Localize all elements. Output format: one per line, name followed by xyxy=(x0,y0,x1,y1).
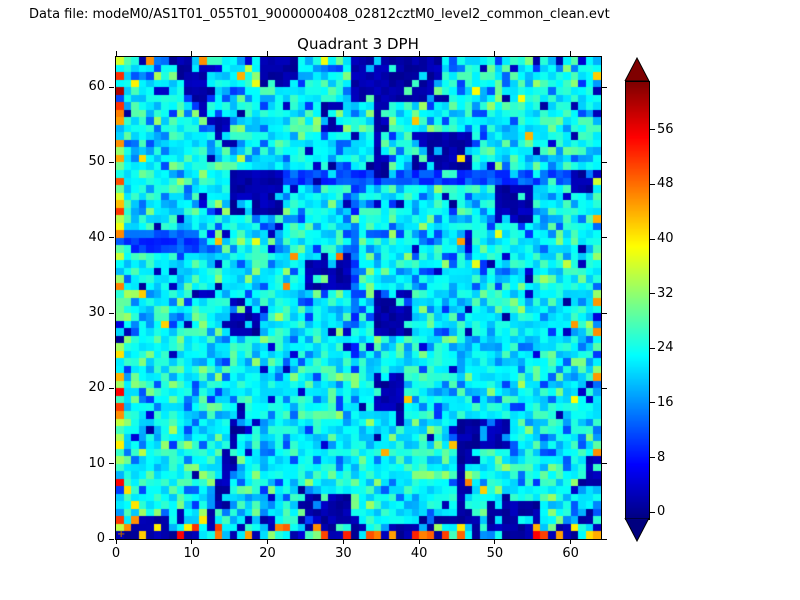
y-tick-mark xyxy=(109,161,114,163)
x-tick-label: 10 xyxy=(183,546,201,561)
colorbar-over-arrow-shape xyxy=(624,57,650,81)
x-tick-mark-top xyxy=(418,51,420,56)
colorbar-tick-mark xyxy=(650,511,655,513)
y-tick-mark xyxy=(109,538,114,540)
colorbar-tick-mark xyxy=(650,238,655,240)
y-tick-mark xyxy=(109,237,114,239)
y-tick-label: 0 xyxy=(96,531,105,546)
y-tick-mark xyxy=(109,86,114,88)
datafile-label: Data file: modeM0/AS1T01_055T01_90000004… xyxy=(29,7,610,22)
x-tick-label: 40 xyxy=(410,546,428,561)
y-tick-mark xyxy=(109,387,114,389)
origin-marker: + xyxy=(117,529,126,540)
colorbar-tick-label: 0 xyxy=(657,504,666,520)
colorbar-tick-label: 24 xyxy=(657,340,674,356)
heatmap-canvas xyxy=(116,57,601,539)
x-tick-mark-top xyxy=(267,51,269,56)
x-tick-mark xyxy=(570,539,572,544)
x-tick-mark-top xyxy=(191,51,193,56)
colorbar-over-arrow-icon xyxy=(624,57,650,81)
colorbar-tick-mark xyxy=(650,129,655,131)
x-tick-mark xyxy=(191,539,193,544)
x-tick-mark xyxy=(115,539,117,544)
y-tick-label: 60 xyxy=(88,79,105,95)
x-tick-label: 0 xyxy=(111,546,121,561)
y-tick-mark-right xyxy=(602,538,607,540)
x-tick-label: 20 xyxy=(259,546,276,561)
colorbar-tick-label: 8 xyxy=(657,449,666,465)
colorbar-canvas xyxy=(626,82,649,519)
y-tick-mark-right xyxy=(602,387,607,389)
colorbar-tick-mark xyxy=(650,457,655,459)
x-tick-mark-top xyxy=(115,51,117,56)
plot-title: Quadrant 3 DPH xyxy=(297,35,419,53)
x-tick-mark xyxy=(267,539,269,544)
y-tick-mark xyxy=(109,463,114,465)
y-tick-mark-right xyxy=(602,237,607,239)
colorbar-under-arrow-shape xyxy=(624,518,650,542)
x-tick-label: 30 xyxy=(335,546,352,561)
colorbar-tick-label: 32 xyxy=(657,285,674,301)
colorbar-tick-label: 40 xyxy=(657,231,674,247)
y-tick-mark-right xyxy=(602,161,607,163)
colorbar-tick-mark xyxy=(650,347,655,349)
colorbar-under-arrow-icon xyxy=(624,518,650,542)
colorbar-tick-mark xyxy=(650,183,655,185)
x-tick-mark-top xyxy=(570,51,572,56)
y-tick-label: 50 xyxy=(88,154,105,170)
y-tick-label: 20 xyxy=(88,380,105,396)
x-tick-label: 60 xyxy=(562,546,579,561)
y-tick-label: 10 xyxy=(88,455,105,471)
x-tick-mark xyxy=(342,539,344,544)
colorbar-tick-label: 56 xyxy=(657,121,674,137)
colorbar-tick-label: 48 xyxy=(657,176,674,192)
x-tick-mark-top xyxy=(342,51,344,56)
colorbar-tick-mark xyxy=(650,293,655,295)
y-tick-mark-right xyxy=(602,86,607,88)
y-tick-label: 30 xyxy=(88,305,105,321)
x-tick-mark xyxy=(494,539,496,544)
y-tick-mark xyxy=(109,312,114,314)
x-tick-mark xyxy=(418,539,420,544)
colorbar xyxy=(625,81,650,520)
heatmap-plot xyxy=(115,56,602,540)
y-tick-label: 40 xyxy=(88,229,105,245)
y-tick-mark-right xyxy=(602,463,607,465)
colorbar-tick-mark xyxy=(650,402,655,404)
y-tick-mark-right xyxy=(602,312,607,314)
x-tick-label: 50 xyxy=(486,546,504,561)
x-tick-mark-top xyxy=(494,51,496,56)
colorbar-tick-label: 16 xyxy=(657,394,674,410)
